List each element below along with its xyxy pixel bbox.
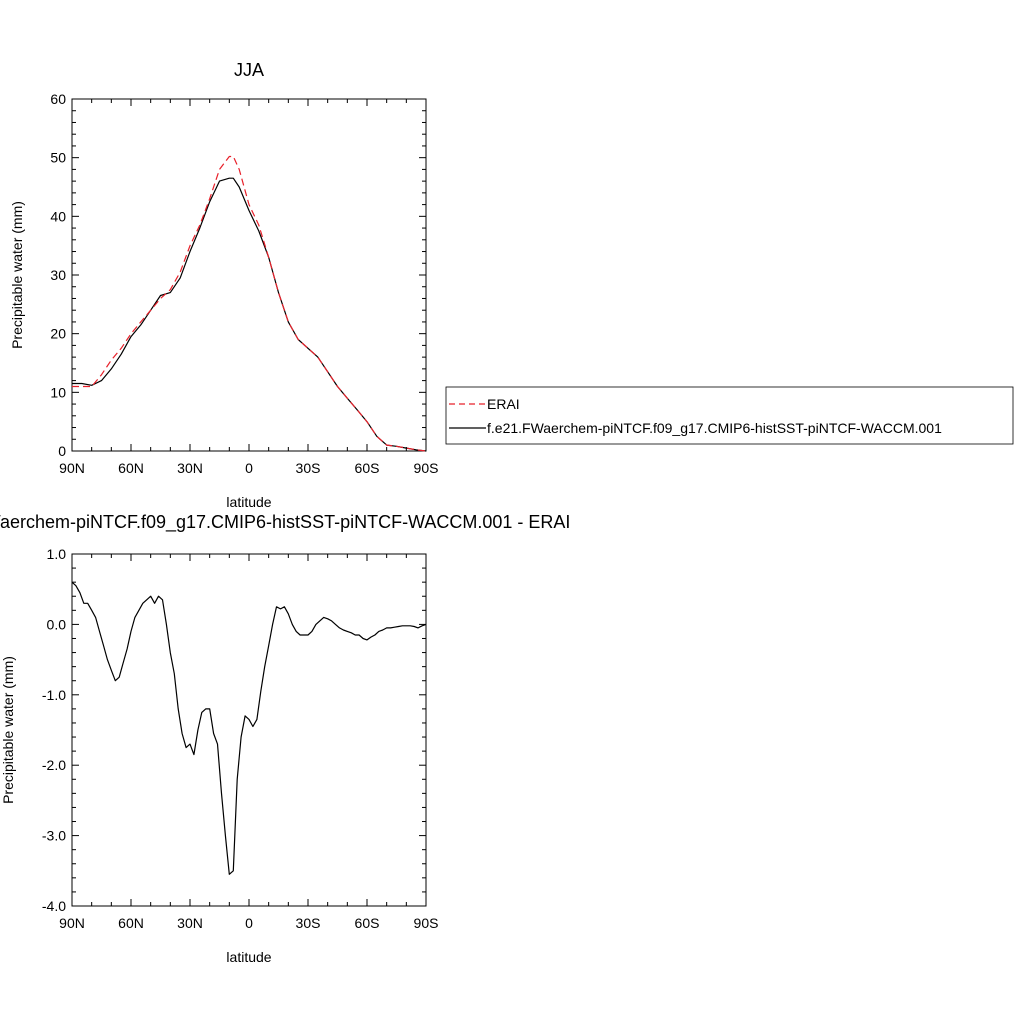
x-tick-label: 90N xyxy=(59,460,85,476)
y-axis-title: Precipitable water (mm) xyxy=(0,656,16,804)
x-tick-labels: 90N 60N 30N 0 30S 60S 90S xyxy=(59,915,438,931)
x-tick-label: 60S xyxy=(355,460,380,476)
legend-label-model: f.e21.FWaerchem-piNTCF.f09_g17.CMIP6-his… xyxy=(487,420,942,436)
series-line-model xyxy=(72,177,427,452)
x-tick-labels: 90N 60N 30N 0 30S 60S 90S xyxy=(59,460,438,476)
x-tick-label: 30S xyxy=(296,915,321,931)
y-tick-label: 40 xyxy=(50,208,66,224)
y-tick-label: 10 xyxy=(50,384,66,400)
x-tick-label: 60N xyxy=(118,915,144,931)
y-tick-label: 30 xyxy=(50,267,66,283)
x-tick-label: 30N xyxy=(177,460,203,476)
x-tick-label: 90S xyxy=(414,915,439,931)
y-tick-labels: 0 10 20 30 40 50 60 xyxy=(50,91,66,459)
y-tick-label: 0 xyxy=(58,443,66,459)
y-tick-labels: -4.0 -3.0 -2.0 -1.0 0.0 1.0 xyxy=(42,546,66,914)
series-line-model xyxy=(71,581,427,875)
panel-title: JJA xyxy=(234,60,264,80)
x-tick-label: 90S xyxy=(414,460,439,476)
y-tick-label: -4.0 xyxy=(42,898,66,914)
tick-marks xyxy=(71,98,427,452)
x-tick-label: 60N xyxy=(118,460,144,476)
y-tick-label: 20 xyxy=(50,326,66,342)
y-tick-label: 1.0 xyxy=(47,546,67,562)
difference-panel: f.e21.FWaerchem-piNTCF.f09_g17.CMIP6-his… xyxy=(0,512,570,965)
x-axis-title: latitude xyxy=(226,494,271,510)
x-axis-title: latitude xyxy=(226,949,271,965)
x-tick-label: 0 xyxy=(245,915,253,931)
y-tick-label: -2.0 xyxy=(42,757,66,773)
tick-marks xyxy=(71,553,427,907)
y-tick-label: 60 xyxy=(50,91,66,107)
legend-label-erai: ERAI xyxy=(487,396,520,412)
y-axis-title: Precipitable water (mm) xyxy=(9,201,25,349)
y-tick-label: 0.0 xyxy=(47,616,67,632)
series-lines xyxy=(71,581,427,875)
x-tick-label: 30N xyxy=(177,915,203,931)
series-lines xyxy=(72,155,427,452)
plot-frame xyxy=(71,553,427,907)
y-tick-label: -3.0 xyxy=(42,828,66,844)
x-tick-label: 0 xyxy=(245,460,253,476)
y-tick-label: -1.0 xyxy=(42,687,66,703)
series-line-erai xyxy=(72,155,427,452)
x-tick-label: 60S xyxy=(355,915,380,931)
plot-frame xyxy=(71,98,427,452)
precipitable-water-panel: JJA 0 10 20 30 40 50 60 90N 60N 30N 0 30S 60S 90S la… xyxy=(9,60,438,510)
x-tick-label: 30S xyxy=(296,460,321,476)
x-tick-label: 90N xyxy=(59,915,85,931)
legend: ERAI f.e21.FWaerchem-piNTCF.f09_g17.CMIP… xyxy=(445,386,1014,445)
y-tick-label: 50 xyxy=(50,150,66,166)
panel-title: f.e21.FWaerchem-piNTCF.f09_g17.CMIP6-his… xyxy=(0,512,570,533)
legend-box xyxy=(445,386,1014,445)
